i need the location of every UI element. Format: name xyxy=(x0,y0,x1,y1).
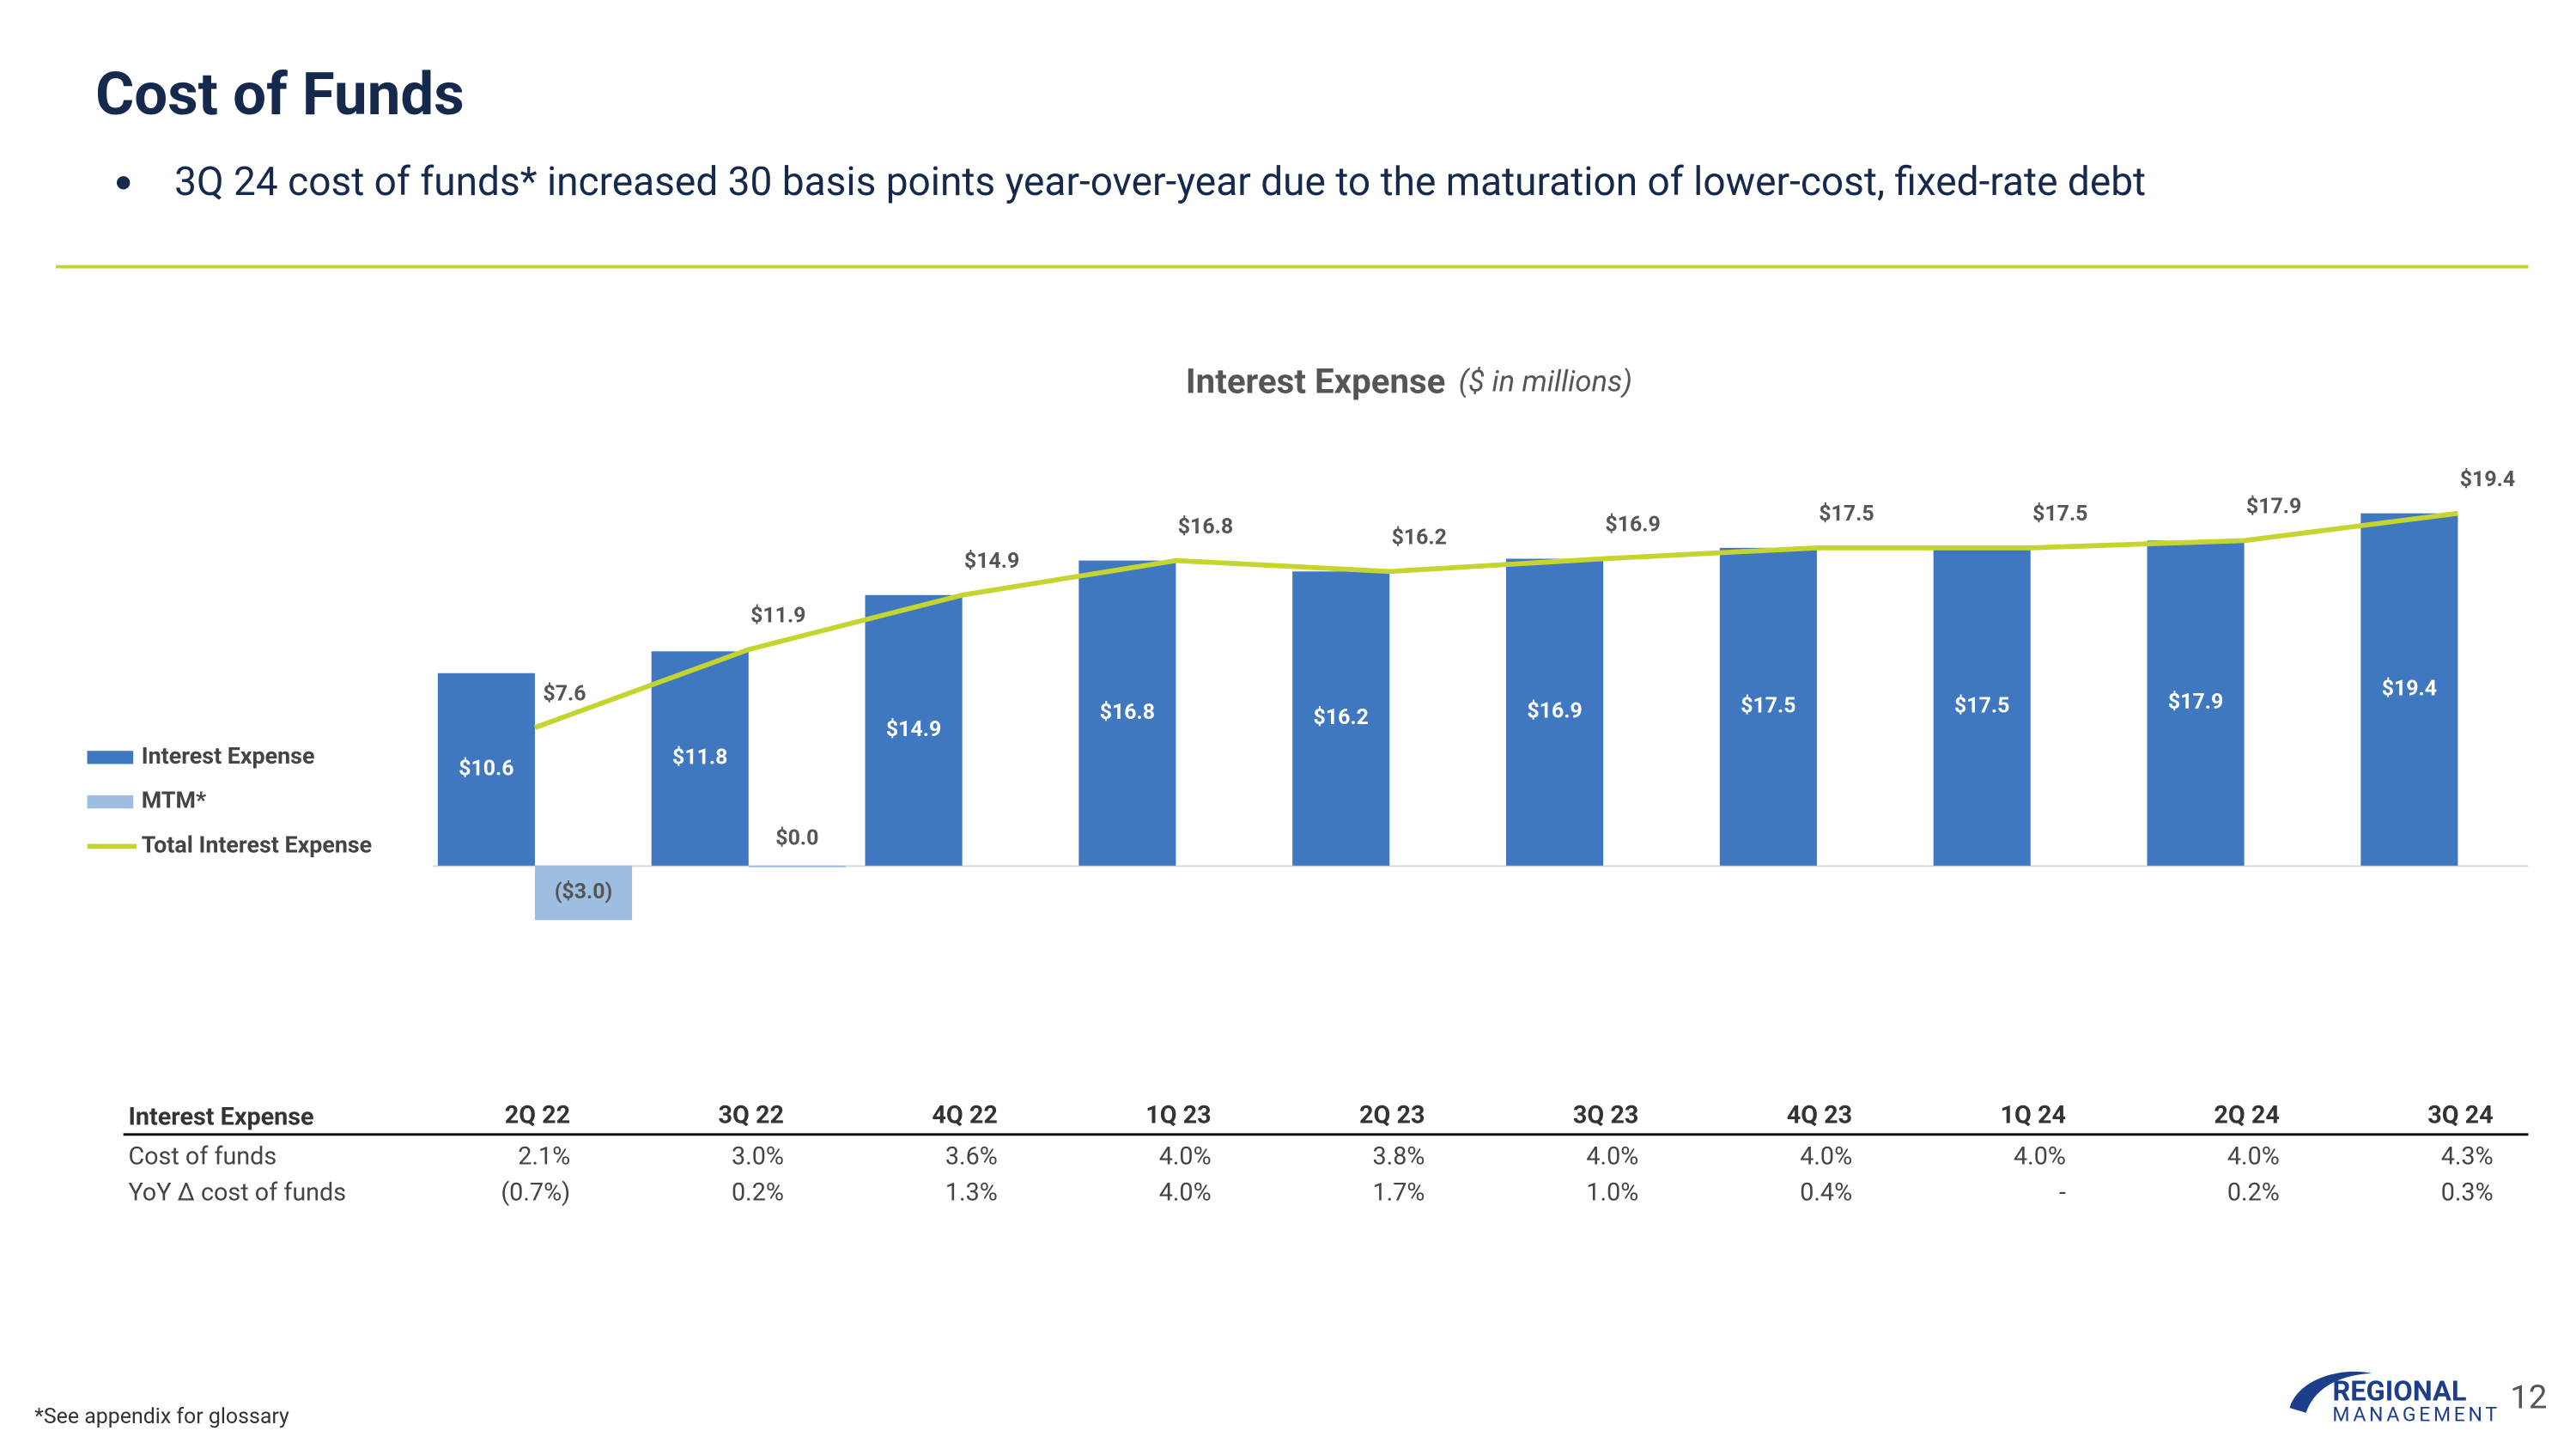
slide-title: Cost of Funds xyxy=(95,59,465,129)
data-label: $16.8 xyxy=(1100,700,1155,725)
row-label: YoY Δ cost of funds xyxy=(128,1178,346,1207)
data-label: $14.9 xyxy=(964,549,1019,574)
table-cell: 3.6% xyxy=(945,1142,998,1171)
table-header: 3Q 23 xyxy=(1573,1100,1638,1129)
logo-bottom: MANAGEMENT xyxy=(2332,1403,2497,1427)
data-label: $16.2 xyxy=(1314,705,1369,730)
bar xyxy=(534,865,633,921)
table-cell: 1.3% xyxy=(945,1178,998,1207)
data-label: $17.5 xyxy=(2032,502,2087,527)
legend-swatch xyxy=(87,795,134,809)
table-cell: 1.0% xyxy=(1586,1178,1638,1207)
data-label: $0.0 xyxy=(775,826,818,851)
row-label: Cost of funds xyxy=(128,1142,276,1171)
table-header: 1Q 23 xyxy=(1145,1100,1211,1129)
table-header: 3Q 22 xyxy=(719,1100,784,1129)
table-header: 2Q 22 xyxy=(505,1100,570,1129)
table-cell: 4.0% xyxy=(1586,1142,1638,1171)
table-cell: (0.7%) xyxy=(501,1178,570,1207)
table-cell: 2.1% xyxy=(518,1142,570,1171)
table-cell: 4.0% xyxy=(2014,1142,2066,1171)
data-label: $17.9 xyxy=(2168,690,2223,715)
data-label: $11.8 xyxy=(672,746,727,770)
logo-top: REGIONAL xyxy=(2332,1374,2466,1407)
logo-swoosh xyxy=(2289,1371,2372,1413)
table-cell: 0.2% xyxy=(2227,1178,2280,1207)
data-label: $10.6 xyxy=(459,756,513,781)
data-label: $16.9 xyxy=(1527,699,1582,724)
table-cell: 0.4% xyxy=(1800,1178,1852,1207)
bar xyxy=(651,651,749,866)
table-header: 4Q 22 xyxy=(932,1100,997,1129)
data-table: Interest Expense 2Q 22 3Q 22 4Q 22 1Q 23 2Q 2… xyxy=(128,1100,2493,1207)
table-cell: 0.3% xyxy=(2441,1178,2494,1207)
table-header: 2Q 24 xyxy=(2214,1100,2279,1129)
table-cell: 4.0% xyxy=(1800,1142,1852,1171)
bar xyxy=(1078,560,1176,866)
data-label: $17.5 xyxy=(1741,693,1795,718)
data-label: $19.4 xyxy=(2460,467,2515,492)
data-label: $17.5 xyxy=(1819,502,1874,527)
plot: $10.6 $11.8 $14.9 $16.8 $16.2 $16.9 $17.5 $17.5… xyxy=(437,467,2515,921)
table-header: 2Q 23 xyxy=(1359,1100,1425,1129)
table-cell: 4.3% xyxy=(2441,1142,2494,1171)
bullet-dot xyxy=(117,176,131,190)
data-label: $19.4 xyxy=(2382,676,2437,701)
bar xyxy=(437,673,535,866)
table-header: 1Q 24 xyxy=(2001,1100,2066,1129)
bar xyxy=(2147,540,2245,866)
data-label: $17.9 xyxy=(2246,495,2301,520)
table-cell: 4.0% xyxy=(1159,1142,1212,1171)
bar xyxy=(865,594,963,866)
line xyxy=(533,510,2458,730)
data-label: $11.9 xyxy=(750,603,805,628)
bullet-text: 3Q 24 cost of funds* increased 30 basis … xyxy=(174,159,2146,205)
table-header: 4Q 23 xyxy=(1787,1100,1852,1129)
data-label: $16.2 xyxy=(1392,526,1447,551)
data-label: ($3.0) xyxy=(555,880,613,904)
table-header: 3Q 24 xyxy=(2427,1100,2493,1129)
bar xyxy=(1292,571,1390,866)
bar xyxy=(1506,558,1604,866)
table-cell: 3.0% xyxy=(732,1142,784,1171)
data-label: $7.6 xyxy=(543,681,586,706)
chart-title: Interest Expense xyxy=(1186,361,1446,401)
chart-heading: Interest Expense ($ in millions) xyxy=(1186,361,1632,401)
data-label: $17.5 xyxy=(1954,693,2009,718)
legend-label: Total Interest Expense xyxy=(142,831,372,858)
table-corner: Interest Expense xyxy=(128,1102,313,1131)
legend: Interest Expense MTM* Total Interest Expen… xyxy=(87,742,372,858)
data-label: $16.9 xyxy=(1605,513,1660,538)
footnote: *See appendix for glossary xyxy=(34,1404,289,1429)
table-cell: 4.0% xyxy=(1159,1178,1212,1207)
bar xyxy=(1719,547,1817,866)
table-cell: 3.8% xyxy=(1373,1142,1425,1171)
legend-label: Interest Expense xyxy=(142,742,315,770)
table-cell: - xyxy=(2059,1178,2066,1207)
table-cell: 4.0% xyxy=(2227,1142,2280,1171)
bar xyxy=(748,865,846,868)
bar xyxy=(2360,513,2458,866)
data-label: $16.8 xyxy=(1178,514,1233,539)
table-cell: 0.2% xyxy=(732,1178,784,1207)
chart-subtitle: ($ in millions) xyxy=(1459,365,1632,399)
table-cell: 1.7% xyxy=(1373,1178,1425,1207)
bar xyxy=(1933,547,2031,866)
legend-swatch xyxy=(87,751,134,764)
data-label: $14.9 xyxy=(886,717,941,742)
legend-label: MTM* xyxy=(142,787,207,814)
page-number: 12 xyxy=(2510,1379,2547,1417)
